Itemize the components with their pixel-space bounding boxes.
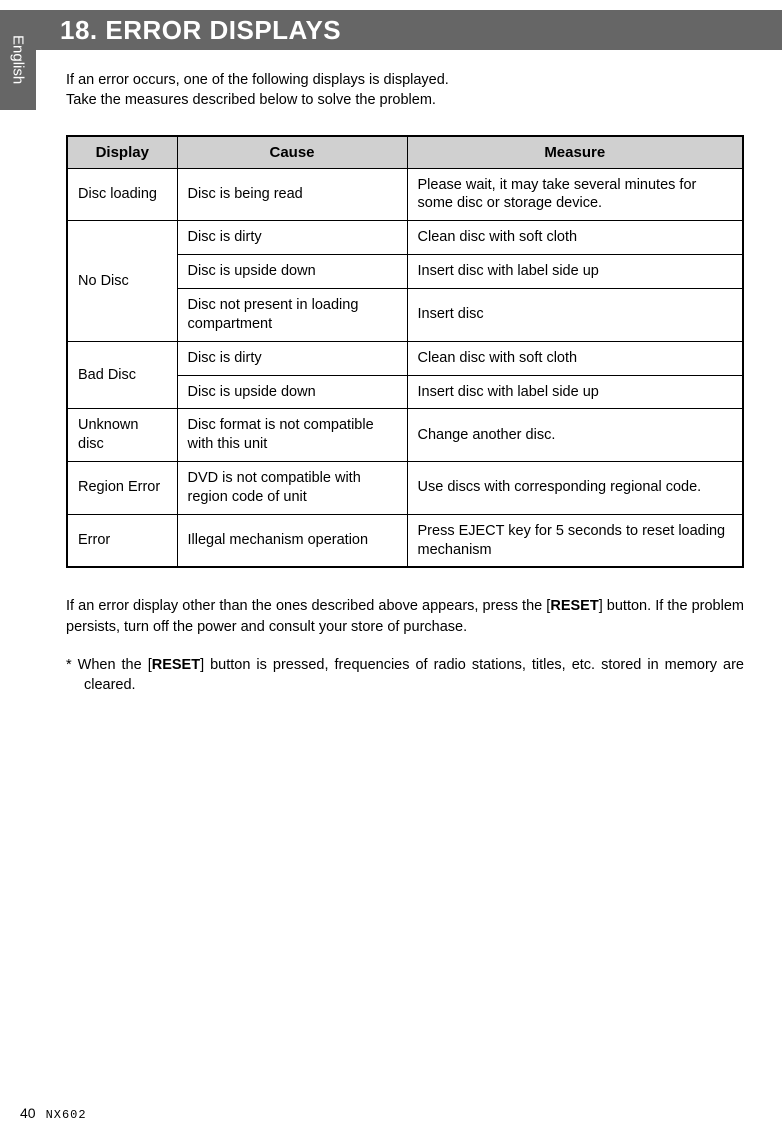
page-number: 40 (20, 1105, 36, 1121)
error-table: Display Cause Measure Disc loading Disc … (66, 135, 744, 569)
cell-measure: Use discs with corresponding regional co… (407, 462, 743, 515)
cell-cause: Disc is upside down (177, 375, 407, 409)
cell-cause: DVD is not compatible with region code o… (177, 462, 407, 515)
table-row: Error Illegal mechanism operation Press … (67, 514, 743, 567)
cell-cause: Disc is upside down (177, 255, 407, 289)
cell-measure: Clean disc with soft cloth (407, 221, 743, 255)
reset-bold: RESET (550, 598, 598, 614)
header-measure: Measure (407, 136, 743, 169)
language-tab: English (0, 10, 36, 110)
intro-text: If an error occurs, one of the following… (66, 70, 744, 111)
intro-line-1: If an error occurs, one of the following… (66, 70, 744, 90)
cell-measure: Please wait, it may take several minutes… (407, 168, 743, 221)
cell-measure: Insert disc with label side up (407, 255, 743, 289)
cell-cause: Disc is dirty (177, 341, 407, 375)
cell-display: Bad Disc (67, 341, 177, 409)
table-body: Disc loading Disc is being read Please w… (67, 168, 743, 567)
table-row: Region Error DVD is not compatible with … (67, 462, 743, 515)
section-title: 18. ERROR DISPLAYS (60, 15, 341, 46)
note-paragraph: * When the [RESET] button is pressed, fr… (66, 655, 744, 696)
cell-measure: Press EJECT key for 5 seconds to reset l… (407, 514, 743, 567)
language-tab-label: English (10, 35, 27, 84)
footer-paragraph: If an error display other than the ones … (66, 596, 744, 637)
table-row: Unknown disc Disc format is not compatib… (67, 409, 743, 462)
cell-cause: Illegal mechanism operation (177, 514, 407, 567)
section-title-bar: 18. ERROR DISPLAYS (36, 10, 782, 50)
table-row: Disc loading Disc is being read Please w… (67, 168, 743, 221)
cell-cause: Disc is dirty (177, 221, 407, 255)
reset-bold-2: RESET (152, 657, 200, 673)
intro-line-2: Take the measures described below to sol… (66, 90, 744, 110)
cell-display: No Disc (67, 221, 177, 341)
page-content: If an error occurs, one of the following… (66, 70, 744, 696)
cell-measure: Insert disc with label side up (407, 375, 743, 409)
cell-display: Disc loading (67, 168, 177, 221)
header-display: Display (67, 136, 177, 169)
table-row: Bad Disc Disc is dirty Clean disc with s… (67, 341, 743, 375)
cell-cause: Disc format is not compatible with this … (177, 409, 407, 462)
cell-measure: Insert disc (407, 288, 743, 341)
cell-display: Region Error (67, 462, 177, 515)
page-footer: 40 NX602 (20, 1105, 87, 1122)
table-header-row: Display Cause Measure (67, 136, 743, 169)
cell-cause: Disc not present in loading compartment (177, 288, 407, 341)
note-prefix: * When the [ (66, 657, 152, 673)
table-row: No Disc Disc is dirty Clean disc with so… (67, 221, 743, 255)
cell-measure: Change another disc. (407, 409, 743, 462)
cell-measure: Clean disc with soft cloth (407, 341, 743, 375)
footer-text-before: If an error display other than the ones … (66, 598, 550, 614)
model-name: NX602 (46, 1108, 87, 1122)
header-cause: Cause (177, 136, 407, 169)
cell-display: Error (67, 514, 177, 567)
cell-cause: Disc is being read (177, 168, 407, 221)
cell-display: Unknown disc (67, 409, 177, 462)
